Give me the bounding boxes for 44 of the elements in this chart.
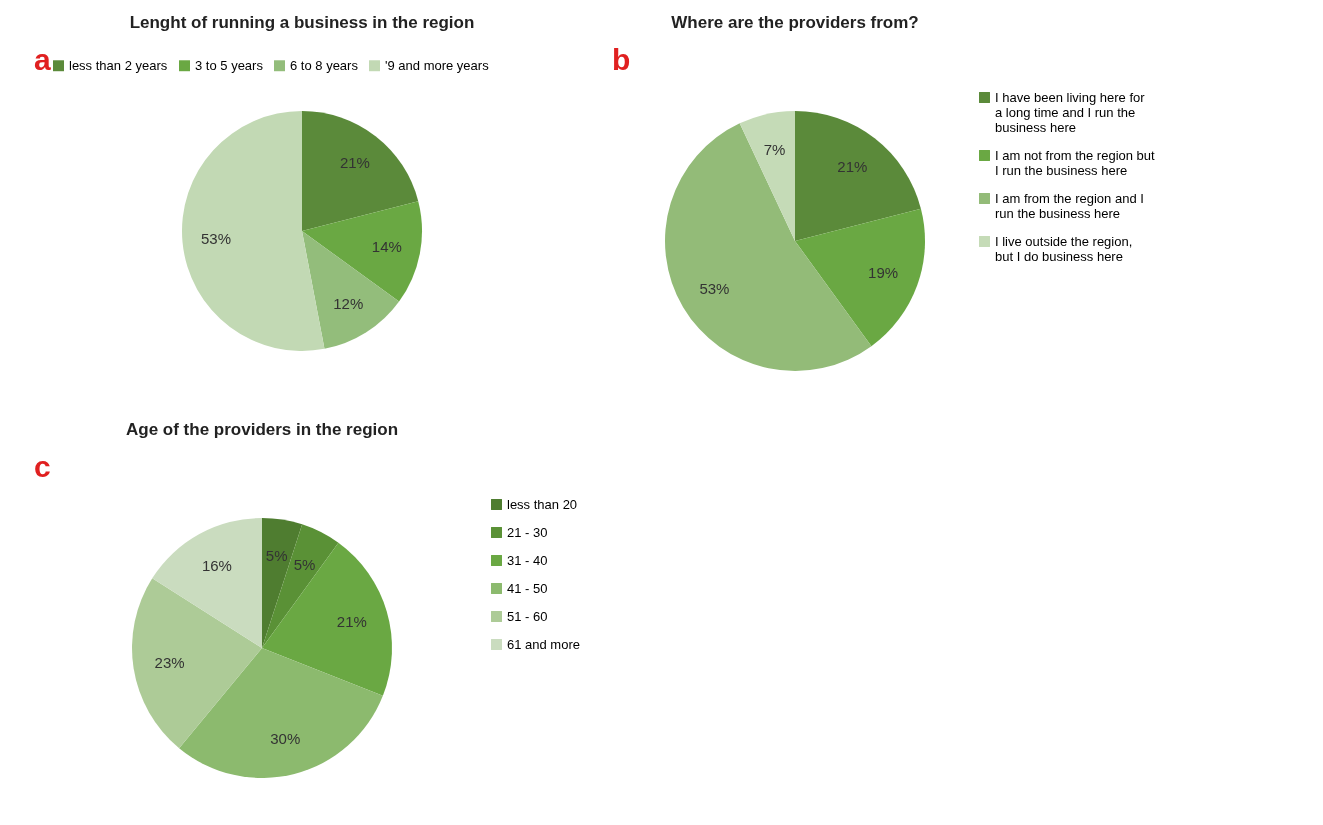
data-label: 21% [336, 612, 367, 630]
legend-label: 3 to 5 years [195, 57, 264, 73]
data-label: 12% [333, 294, 364, 312]
data-label: 53% [200, 230, 231, 248]
pie-slice [182, 111, 325, 351]
data-label: 5% [265, 546, 288, 564]
data-label: 19% [868, 263, 899, 281]
data-label: 16% [201, 556, 232, 574]
legend-label: I live outside the region, but I do business here [995, 233, 1133, 264]
data-label: 5% [293, 555, 316, 573]
data-label: 21% [837, 158, 868, 176]
pie-slice [152, 518, 262, 648]
pie-slice [262, 524, 339, 648]
pie-slice [302, 231, 400, 349]
text: b [612, 43, 631, 76]
text: a [34, 43, 51, 76]
chart-title: Lenght of running a business in the region [129, 13, 475, 32]
chart-title: Age of the providers in the region [125, 420, 399, 439]
legend-label: 6 to 8 years [290, 57, 359, 73]
legend-label: I have been living here for a long time and I run the business here [995, 89, 1146, 135]
legend-label: 21 - 30 [507, 524, 548, 540]
legend-label: less than 20 [507, 496, 578, 512]
pie-slice [132, 578, 262, 749]
data-label: 14% [371, 238, 402, 256]
chart-title: Where are the providers from? [671, 13, 919, 32]
pie-slice [795, 111, 921, 241]
legend-label: 61 and more [507, 636, 580, 652]
legend-label: 31 - 40 [507, 552, 548, 568]
legend-label: less than 2 years [69, 57, 168, 73]
legend-label: I am not from the region but I run the business here [995, 147, 1156, 178]
pie-slice [302, 111, 419, 231]
pie-slice [795, 208, 925, 347]
data-label: 7% [763, 140, 786, 158]
legend-label: '9 and more years [385, 57, 490, 73]
pie-slice [262, 542, 392, 696]
data-label: 30% [270, 729, 301, 747]
legend-label: 51 - 60 [507, 608, 548, 624]
data-label: 23% [154, 653, 185, 671]
text: c [34, 450, 51, 483]
legend-label: I am from the region and I run the business here [995, 190, 1144, 221]
data-label: 21% [339, 153, 370, 171]
data-label: 53% [699, 279, 730, 297]
pie-slice [739, 111, 795, 241]
legend-label: 41 - 50 [507, 580, 548, 596]
